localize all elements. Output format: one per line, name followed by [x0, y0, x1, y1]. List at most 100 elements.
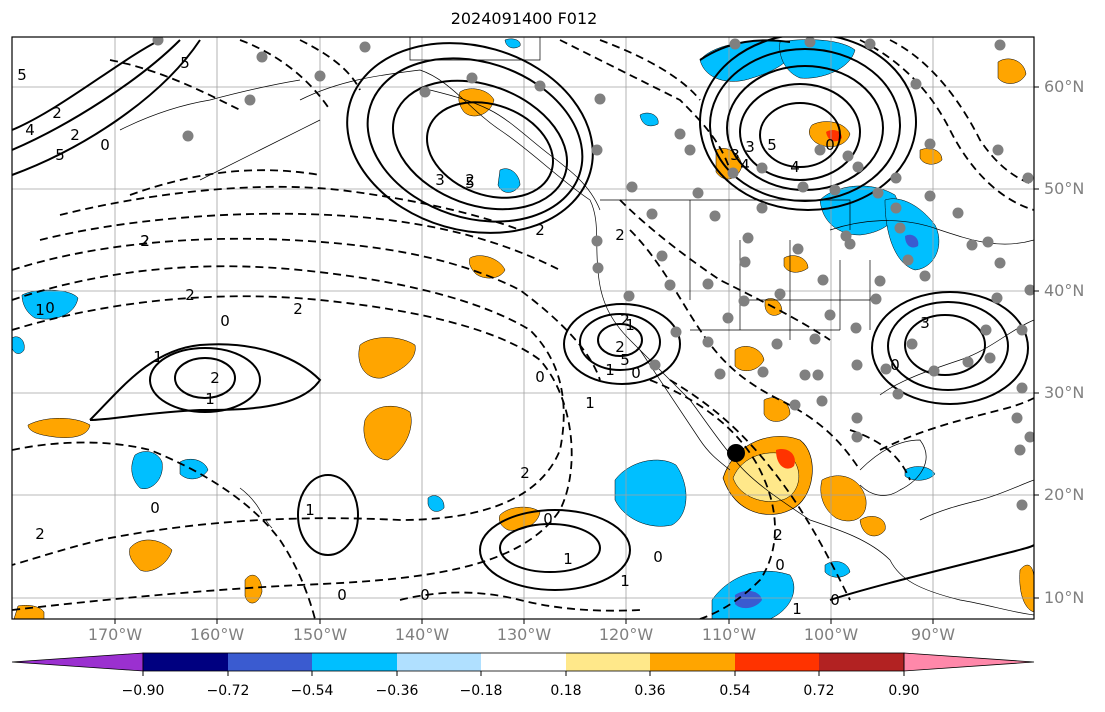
contour-label: 0 [150, 499, 160, 517]
contour-5 [759, 102, 841, 168]
shade-blue-10 [497, 168, 521, 193]
contour-label: 0 [100, 136, 110, 154]
shade-navy-2 [905, 234, 919, 248]
shade-blue-14 [12, 336, 25, 354]
contour-label: 5 [55, 146, 65, 164]
colorbar-segment-9 [819, 653, 904, 671]
shading-layer [12, 38, 1034, 619]
shade-red-1 [776, 449, 795, 469]
dashed-contour-18 [879, 397, 1034, 451]
contour-label: 2 [52, 104, 62, 122]
contour-label: 4 [25, 121, 35, 139]
contour-label: 4 [740, 156, 750, 174]
contour-label: 1 [625, 316, 635, 334]
contour-10 [597, 323, 643, 357]
contour-25 [699, 39, 791, 61]
dashed-contour-21 [109, 59, 241, 111]
contour-label: 0 [830, 591, 840, 609]
contour-21 [297, 474, 359, 556]
lat-label-50n: 50°N [1044, 179, 1085, 198]
colorbar-tick-7: 0.36 [634, 683, 666, 699]
dashed-contour-9 [559, 39, 731, 171]
dashed-contour-4 [39, 212, 561, 271]
colorbar-tick-8: 0.54 [719, 683, 751, 699]
shade-orange-16 [1019, 564, 1034, 613]
contour-label: 0 [45, 299, 55, 317]
contour-2 [391, 79, 569, 211]
contour-label: 2 [535, 221, 545, 239]
map-title: 2024091400 F012 [450, 9, 598, 28]
shade-orange-6 [27, 418, 91, 438]
contour-16 [174, 357, 236, 399]
contour-label: 5 [620, 351, 630, 369]
colorbar-segment-7 [650, 653, 735, 671]
contour-lines-dashed [12, 39, 1034, 619]
shade-orange-5 [363, 405, 412, 461]
contour-label: 3 [435, 171, 445, 189]
shade-orange-3 [859, 516, 886, 537]
dashed-contour-11 [859, 39, 1034, 211]
contour-label: 1 [153, 348, 163, 366]
shade-blue-16 [504, 38, 521, 49]
dashed-contour-14 [299, 39, 361, 91]
dashed-contour-15 [12, 441, 316, 619]
contour-24 [12, 39, 201, 176]
contour-label: 5 [180, 54, 190, 72]
dashed-contour-20 [619, 199, 831, 341]
shade-blue-12 [639, 112, 659, 127]
colorbar-segment-5 [481, 653, 566, 671]
station-dots [152, 37, 1034, 511]
dashed-contour-2 [12, 295, 573, 611]
lon-label-160w: 160°W [189, 625, 245, 644]
contour-label: 0 [420, 586, 430, 604]
lat-label-60n: 60°N [1044, 77, 1085, 96]
shade-orange-17 [244, 574, 263, 604]
dashed-contour-16 [399, 591, 641, 612]
lon-label-150w: 150°W [292, 625, 348, 644]
lon-label-120w: 120°W [598, 625, 654, 644]
contour-label: 0 [220, 312, 230, 330]
colorbar-segment-3 [312, 653, 397, 671]
lat-label-10n: 10°N [1044, 588, 1085, 607]
contour-label: 2 [620, 311, 630, 329]
contour-label: 2 [293, 300, 303, 318]
contour-label: 0 [543, 510, 553, 528]
lon-label-90w: 90°W [910, 625, 956, 644]
contour-label: 3 [745, 138, 755, 156]
colorbar-tick-3: −0.54 [290, 683, 334, 699]
contour-15 [871, 291, 1029, 405]
colorbar-segment-1 [143, 653, 228, 671]
plot-frame [11, 36, 1035, 620]
lon-label-100w: 100°W [803, 625, 859, 644]
lat-label-20n: 20°N [1044, 485, 1085, 504]
lon-label-110w: 110°W [701, 625, 757, 644]
contour-label: 1 [620, 572, 630, 590]
contour-13 [904, 314, 986, 376]
contour-label: 3 [920, 314, 930, 332]
contour-23 [12, 39, 181, 151]
shade-blue-1 [614, 459, 687, 527]
dashed-contour-6 [129, 169, 321, 196]
contour-8 [709, 48, 901, 202]
contour-label: 1 [205, 390, 215, 408]
contour-label: 2 [465, 171, 475, 189]
colorbar-tick-6: 0.18 [550, 683, 582, 699]
contour-26 [829, 544, 1034, 601]
colorbar-segment-4 [397, 653, 481, 671]
colorbar-tick-2: −0.72 [206, 683, 250, 699]
lat-label-30n: 30°N [1044, 383, 1085, 402]
axis-ticks [114, 86, 1039, 624]
contour-label: 3 [730, 146, 740, 164]
contour-label: 0 [337, 586, 347, 604]
shade-orange-7 [129, 539, 173, 572]
dashed-contour-5 [59, 185, 521, 231]
contour-label: 1 [305, 501, 315, 519]
colorbar-tick-4: −0.36 [375, 683, 419, 699]
shade-orange-12 [997, 58, 1027, 84]
contour-label: 2 [210, 369, 220, 387]
contour-20 [479, 509, 631, 591]
shade-blue-13 [427, 495, 445, 512]
contour-label: 2 [615, 338, 625, 356]
contour-label: 1 [35, 301, 45, 319]
